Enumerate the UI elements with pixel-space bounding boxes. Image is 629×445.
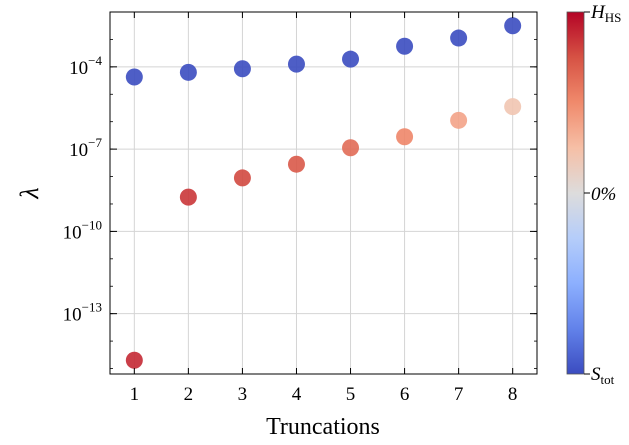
x-tick-label: 4 bbox=[292, 384, 302, 405]
plot-frame bbox=[109, 11, 538, 375]
colorbar: HHS 0% Stot bbox=[566, 2, 621, 387]
x-tick-label: 3 bbox=[238, 384, 248, 405]
y-axis-label: λ bbox=[15, 187, 44, 199]
colorbar-top-label: HHS bbox=[590, 2, 621, 25]
data-point bbox=[287, 155, 305, 173]
x-tick-label: 7 bbox=[454, 384, 464, 405]
data-point bbox=[287, 55, 305, 73]
x-axis-label: Truncations bbox=[266, 414, 380, 440]
x-tick-label: 1 bbox=[130, 384, 140, 405]
axis-ticks bbox=[110, 11, 537, 374]
y-tick-label: 10−4 bbox=[69, 53, 102, 79]
data-point bbox=[450, 111, 468, 129]
data-point bbox=[504, 17, 522, 35]
x-tick-label: 5 bbox=[346, 384, 356, 405]
colorbar-mid-label: 0% bbox=[591, 184, 616, 205]
data-point bbox=[504, 98, 522, 116]
data-point bbox=[125, 68, 143, 86]
x-tick-labels: 1 2 3 4 5 6 7 8 bbox=[130, 384, 518, 405]
data-point bbox=[450, 29, 468, 47]
data-points bbox=[125, 17, 522, 369]
data-point bbox=[125, 351, 143, 369]
data-point bbox=[179, 188, 197, 206]
y-tick-label: 10−7 bbox=[69, 135, 102, 161]
data-point bbox=[233, 60, 251, 78]
y-tick-label: 10−13 bbox=[63, 300, 102, 326]
y-tick-label: 10−10 bbox=[63, 217, 102, 243]
data-point bbox=[233, 169, 251, 187]
x-tick-label: 2 bbox=[184, 384, 194, 405]
x-tick-label: 6 bbox=[400, 384, 410, 405]
data-point bbox=[396, 37, 414, 55]
y-tick-labels: 10−4 10−7 10−10 10−13 bbox=[63, 53, 103, 326]
colorbar-gradient bbox=[566, 11, 585, 375]
data-point bbox=[342, 139, 360, 157]
grid-lines bbox=[110, 12, 537, 374]
colorbar-bottom-label: Stot bbox=[591, 364, 615, 387]
data-point bbox=[396, 128, 414, 146]
data-point bbox=[342, 50, 360, 68]
data-point bbox=[179, 63, 197, 81]
x-tick-label: 8 bbox=[508, 384, 518, 405]
